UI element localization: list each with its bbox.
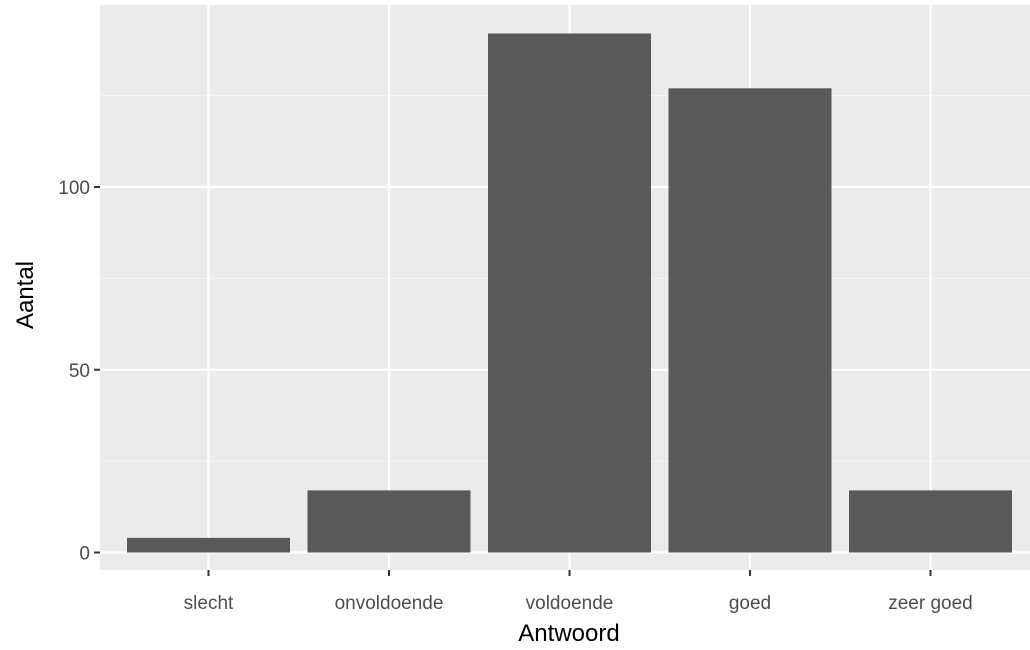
bar-slecht <box>127 537 290 553</box>
bars <box>127 33 1012 553</box>
x-tick-label: onvoldoende <box>335 593 444 614</box>
bar-zeer-goed <box>849 490 1012 553</box>
y-tick-label: 50 <box>69 361 90 382</box>
x-axis: slecht onvoldoende voldoende goed zeer goed <box>184 570 973 614</box>
bar-onvoldoende <box>307 490 471 553</box>
y-axis-title: Aantal <box>12 261 39 329</box>
x-tick-label: voldoende <box>526 593 614 614</box>
x-axis-title: Antwoord <box>518 620 619 647</box>
bar-voldoende <box>488 33 651 553</box>
y-tick-label: 100 <box>58 178 90 199</box>
x-tick-label: zeer goed <box>888 593 973 614</box>
x-tick-label: goed <box>729 593 771 614</box>
y-tick-label: 0 <box>79 544 90 565</box>
bar-goed <box>668 88 832 553</box>
y-axis: 0 50 100 <box>58 178 100 565</box>
x-tick-label: slecht <box>184 593 234 614</box>
